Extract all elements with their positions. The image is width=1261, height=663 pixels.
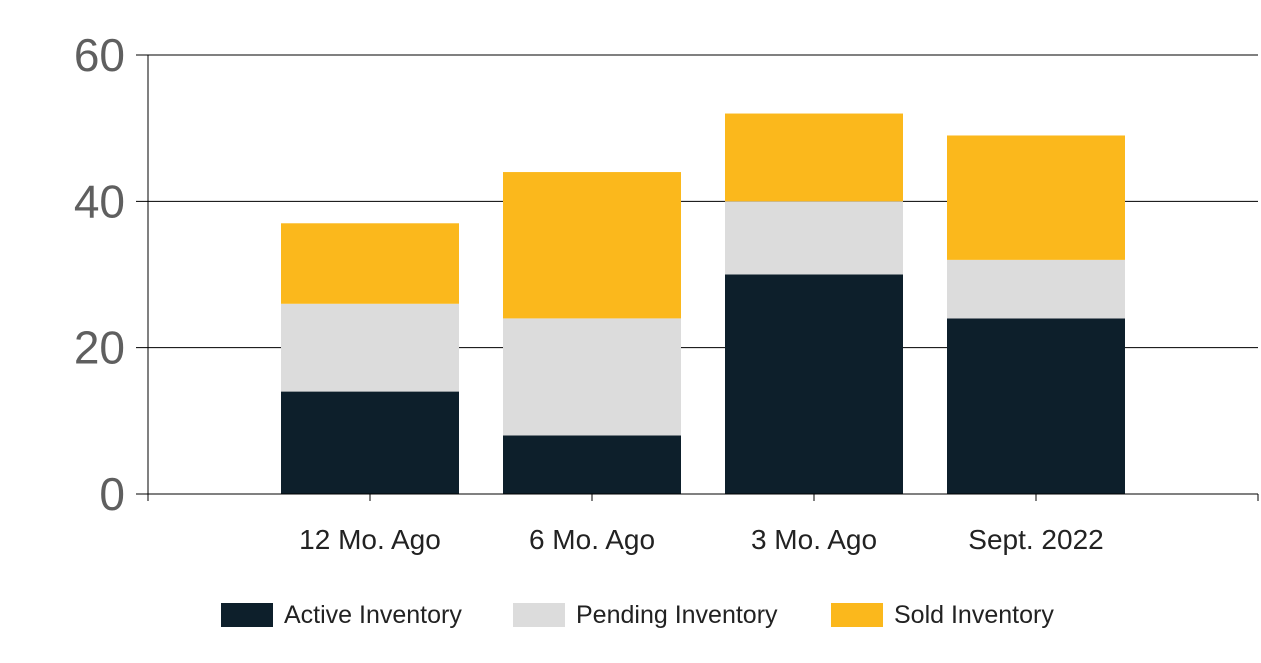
bar-pending-inventory-2 — [725, 201, 903, 275]
bar-pending-inventory-1 — [503, 318, 681, 436]
bar-sold-inventory-3 — [947, 135, 1125, 260]
x-axis-ticks: 12 Mo. Ago 6 Mo. Ago 3 Mo. Ago Sept. 2022 — [299, 524, 1104, 555]
y-tick-label: 60 — [74, 29, 125, 81]
legend-item-active-inventory: Active Inventory — [221, 601, 462, 629]
legend-label: Pending Inventory — [576, 601, 778, 629]
legend-swatch — [513, 603, 565, 627]
y-axis-ticks: 0 20 40 60 — [74, 29, 125, 520]
legend-label: Active Inventory — [284, 601, 462, 629]
legend-swatch — [221, 603, 273, 627]
legend-item-sold-inventory: Sold Inventory — [831, 601, 1054, 629]
bar-active-inventory-1 — [503, 435, 681, 494]
bar-active-inventory-0 — [281, 391, 459, 494]
legend: Active Inventory Pending Inventory Sold In… — [221, 601, 1054, 629]
legend-swatch — [831, 603, 883, 627]
axes — [136, 55, 1259, 501]
x-tick-label: 12 Mo. Ago — [299, 524, 441, 555]
bar-sold-inventory-2 — [725, 113, 903, 202]
y-tick-label: 20 — [74, 322, 125, 374]
x-tick-label: 3 Mo. Ago — [751, 524, 877, 555]
x-tick-label: 6 Mo. Ago — [529, 524, 655, 555]
bar-active-inventory-2 — [725, 274, 903, 494]
y-tick-label: 0 — [99, 468, 125, 520]
legend-label: Sold Inventory — [894, 601, 1054, 629]
y-tick-label: 40 — [74, 175, 125, 227]
bar-sold-inventory-1 — [503, 172, 681, 319]
bar-pending-inventory-3 — [947, 259, 1125, 319]
bar-series — [281, 113, 1125, 494]
bar-sold-inventory-0 — [281, 223, 459, 304]
bar-active-inventory-3 — [947, 318, 1125, 494]
bar-pending-inventory-0 — [281, 303, 459, 392]
x-tick-label: Sept. 2022 — [968, 524, 1103, 555]
legend-item-pending-inventory: Pending Inventory — [513, 601, 778, 629]
